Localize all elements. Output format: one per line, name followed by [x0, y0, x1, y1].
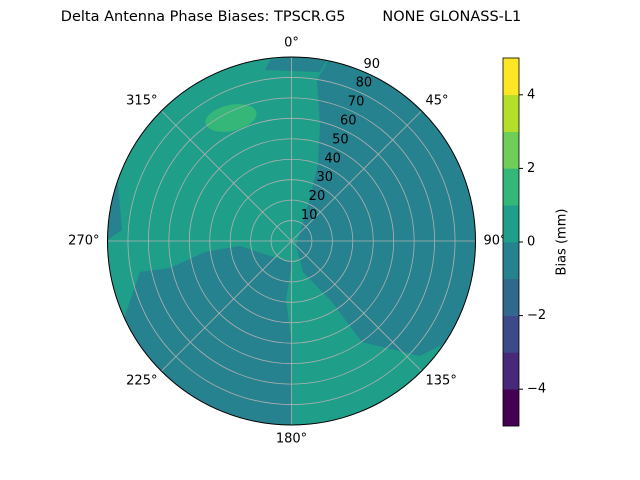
colorbar-label: Bias (mm): [555, 209, 570, 276]
colorbar-segment: [503, 94, 519, 132]
theta-tick-label: 45°: [426, 93, 449, 108]
polar-frame: [107, 56, 476, 426]
r-tick-label: 90: [363, 57, 380, 72]
r-tick-label: 80: [356, 76, 373, 91]
r-tick-label: 30: [317, 170, 334, 185]
r-tick-label: 20: [309, 189, 326, 204]
chart-title: Delta Antenna Phase Biases: TPSCR.G5 NON…: [61, 9, 521, 25]
theta-tick-label: 0°: [284, 36, 299, 51]
colorbar-segment: [503, 131, 519, 169]
colorbar-segment: [503, 352, 519, 390]
colorbar-segment: [503, 278, 519, 316]
contour-region: [107, 180, 122, 245]
theta-tick-label: 270°: [68, 234, 99, 249]
theta-tick-label: 180°: [276, 432, 307, 447]
grid-line: [291, 110, 422, 242]
theta-tick-label: 135°: [426, 374, 457, 389]
colorbar-segment: [503, 58, 519, 96]
grid-line: [161, 240, 292, 372]
grid-line: [161, 110, 292, 242]
colorbar-segment: [503, 168, 519, 206]
colorbar-tick-label: −2: [527, 308, 546, 323]
colorbar-segment: [503, 389, 519, 427]
colorbar-segment: [503, 205, 519, 243]
r-tick-label: 40: [324, 151, 341, 166]
colorbar-tick-label: −4: [527, 382, 546, 397]
polar-plot: 10 20 30 40 50 60 70 80 90 0° 45° 90° 135° 180° 225° 27…: [68, 36, 506, 447]
r-tick-label: 70: [348, 95, 365, 110]
theta-tick-label: 90°: [484, 234, 507, 249]
r-tick-label: 10: [301, 208, 318, 223]
colorbar-tick-label: 4: [527, 87, 535, 102]
contour-region: [205, 104, 257, 132]
colorbar: −4 −2 0 2 4 Bias (mm): [502, 57, 570, 427]
colorbar-segment: [503, 242, 519, 280]
grid-line: [291, 240, 422, 372]
theta-tick-label: 315°: [126, 93, 157, 108]
colorbar-tick-label: 0: [527, 235, 535, 250]
theta-tick-label: 225°: [126, 374, 157, 389]
r-tick-label: 50: [332, 132, 349, 147]
colorbar-tick-label: 2: [527, 161, 535, 176]
r-tick-label: 60: [340, 113, 357, 128]
colorbar-segment: [503, 315, 519, 353]
